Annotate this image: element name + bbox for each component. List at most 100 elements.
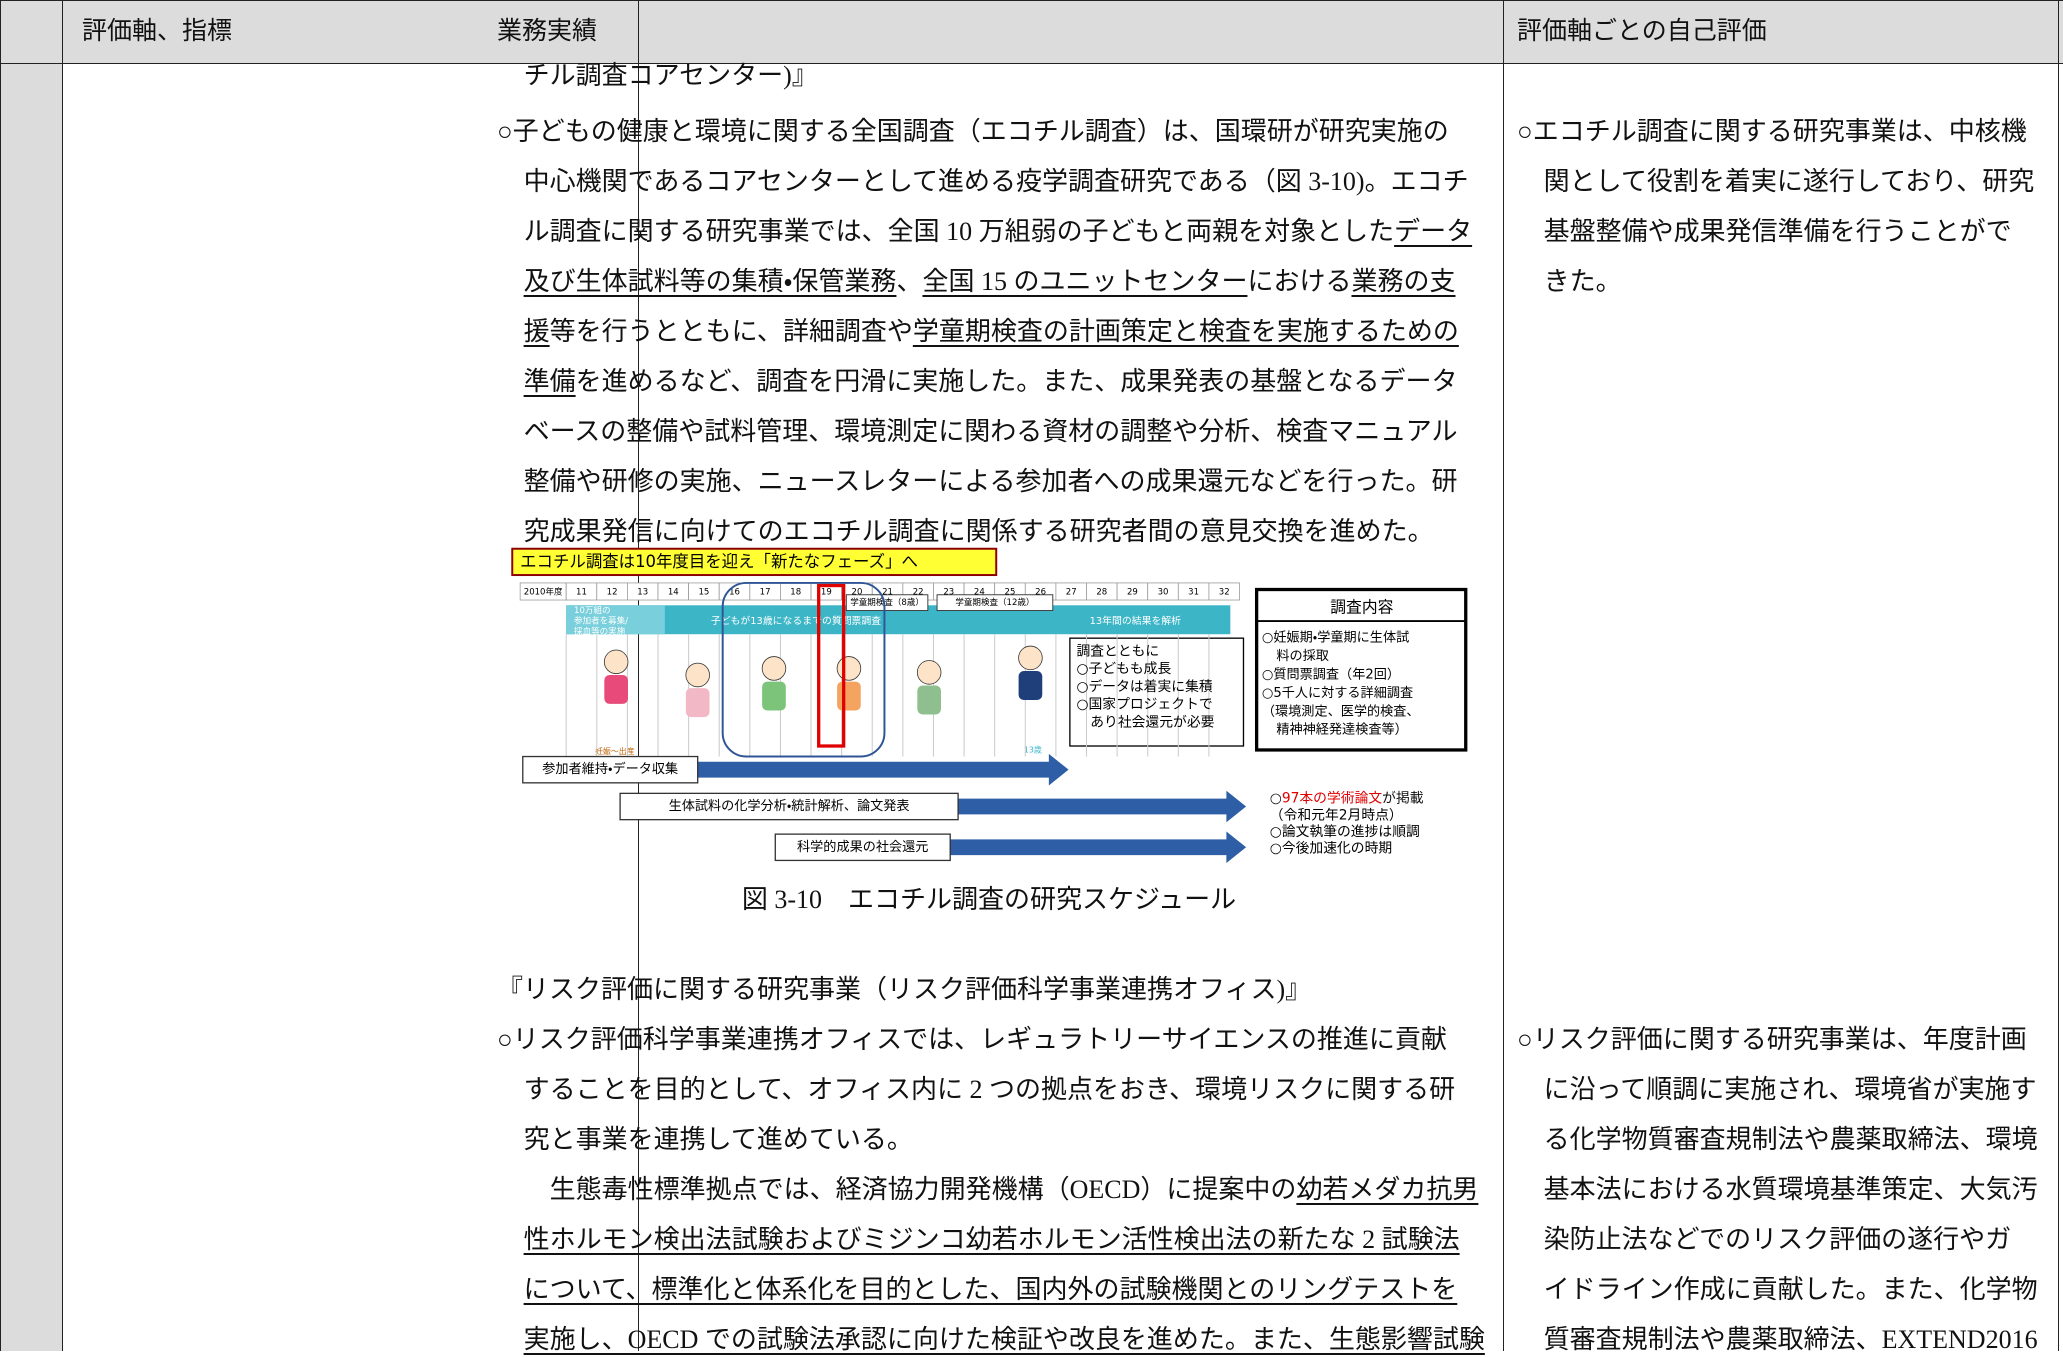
text-line: ル調査に関する研究事業では、全国 10 万組弱の子どもと両親を対象としたデータ bbox=[524, 215, 1473, 249]
text-line: 中心機関であるコアセンターとして進める疫学調査研究である（図 3-10)。エコチ bbox=[524, 165, 1469, 199]
text-line: 質審査規制法や農薬取締法、EXTEND2016 bbox=[1543, 1325, 2038, 1354]
underlined-run: 幼若メダカ抗男 bbox=[1296, 1175, 1479, 1204]
text-line: することを目的として、オフィス内に 2 つの拠点をおき、環境リスクに関する研 bbox=[524, 1073, 1456, 1107]
outcome: ○97本の学術論文が掲載 bbox=[1270, 790, 1424, 807]
survey-item: 精神神経発達検査等） bbox=[1276, 721, 1407, 738]
text-run: チル調査コアセンター)』 bbox=[523, 61, 818, 90]
border bbox=[1503, 0, 1504, 1351]
outcome: ○論文執筆の進捗は順調 bbox=[1270, 823, 1420, 840]
border bbox=[0, 0, 1, 1351]
year: 32 bbox=[1219, 588, 1230, 598]
checkup: 学童期検査（8歳） bbox=[850, 596, 924, 608]
outcome-part: ○ bbox=[1270, 791, 1282, 807]
year: 31 bbox=[1188, 588, 1199, 598]
year-cell bbox=[1208, 582, 1240, 601]
year: 18 bbox=[790, 588, 801, 598]
header-indicator: 評価軸、指標 bbox=[82, 18, 233, 45]
year: 22 bbox=[913, 588, 924, 598]
arrow-label: 科学的成果の社会還元 bbox=[797, 839, 928, 855]
year: 24 bbox=[974, 588, 985, 598]
text-line: る化学物質審査規制法や農薬取締法、環境 bbox=[1543, 1125, 2038, 1154]
year: 30 bbox=[1158, 588, 1169, 598]
year: 11 bbox=[576, 588, 587, 598]
underlined-run: 準備 bbox=[523, 367, 576, 396]
text-run: 生態毒性標準拠点では、経済協力開発機構（OECD）に提案中の bbox=[523, 1175, 1297, 1204]
text-line: 染防止法などでのリスク評価の遂行やガ bbox=[1543, 1225, 2012, 1254]
underlined-run: 実施し、OECD での試験法承認に向けた検証や改良を進めた。また、生態影響試験 bbox=[523, 1325, 1485, 1354]
border bbox=[638, 0, 639, 1351]
text-run: 『リスク評価に関する研究事業（リスク評価科学事業連携オフィス)』 bbox=[497, 975, 1312, 1004]
year: 28 bbox=[1096, 588, 1107, 598]
survey-item: 料の採取 bbox=[1276, 648, 1329, 664]
outcome: ○今後加速化の時期 bbox=[1270, 841, 1392, 857]
arrow-label-box bbox=[522, 755, 699, 784]
underlined-run: データ bbox=[1394, 217, 1473, 246]
text-line: ○リスク評価科学事業連携オフィスでは、レギュラトリーサイエンスの推進に貢献 bbox=[497, 1023, 1447, 1057]
text-line: ○リスク評価に関する研究事業は、年度計画 bbox=[1517, 1025, 2027, 1054]
year: 21 bbox=[882, 588, 893, 598]
questionnaire: 子どもが13歳になるまでの質問票調査 bbox=[711, 614, 881, 627]
year: 19 bbox=[821, 588, 832, 598]
note: 調査とともに bbox=[1076, 643, 1159, 659]
text-line: に沿って順調に実施され、環境省が実施す bbox=[1543, 1075, 2037, 1104]
child-head bbox=[603, 649, 629, 675]
arrow bbox=[697, 753, 1069, 786]
year: 13 bbox=[637, 588, 648, 598]
text-run: ○子どもの健康と環境に関する全国調査（エコチル調査）は、国環研が研究実施の bbox=[497, 117, 1449, 146]
text-line: について、標準化と体系化を目的とした、国内外の試験機関とのリングテストを bbox=[524, 1273, 1458, 1307]
text-line: チル調査コアセンター)』 bbox=[524, 59, 818, 93]
border bbox=[0, 0, 2063, 1]
gray-column bbox=[0, 63, 62, 1351]
child-head bbox=[685, 662, 710, 688]
schedule-figure: エコチル調査は10年度目を迎え「新たなフェーズ」へ 子どもが13歳になるまでの質… bbox=[511, 547, 1468, 864]
border bbox=[0, 63, 2063, 64]
recruit: 参加者を募集/ bbox=[574, 615, 628, 627]
child-head bbox=[761, 656, 787, 681]
focus-frame bbox=[721, 581, 886, 758]
outcome: （令和元年2月時点） bbox=[1270, 807, 1403, 823]
text-line: 援等を行うとともに、詳細調査や学童期検査の計画策定と検査を実施するための bbox=[524, 315, 1459, 349]
checkup-box bbox=[845, 594, 929, 612]
text-run: ベースの整備や試料管理、環境測定に関わる資材の調整や分析、検査マニュアル bbox=[523, 417, 1458, 446]
survey-item: ○質問票調査（年2回） bbox=[1262, 666, 1400, 682]
text-line: 及び生体試料等の集積・保管業務、全国 15 のユニットセンターにおける業務の支 bbox=[524, 265, 1456, 299]
underlined-run: 全国 15 のユニットセンター bbox=[922, 267, 1248, 296]
text-line: 関として役割を着実に遂行しており、研究 bbox=[1543, 167, 2035, 196]
current-year bbox=[817, 583, 846, 748]
header-results: 業務実績 bbox=[497, 18, 598, 45]
survey-item: ○妊娠期・学童期に生体試 bbox=[1262, 630, 1409, 646]
year: 17 bbox=[760, 588, 771, 598]
underlined-run: 及び生体試料等の集積・保管業務 bbox=[523, 267, 897, 296]
year: 23 bbox=[943, 588, 954, 598]
text-run: 究成果発信に向けてのエコチル調査に関係する研究者間の意見交換を進めた。 bbox=[523, 517, 1434, 546]
survey-item: （環境測定、医学的検査、 bbox=[1262, 703, 1420, 719]
child-body bbox=[1018, 671, 1043, 700]
text-line: 実施し、OECD での試験法承認に向けた検証や改良を進めた。また、生態影響試験 bbox=[524, 1323, 1485, 1357]
text-line: ○エコチル調査に関する研究事業は、中核機 bbox=[1517, 117, 2027, 146]
survey-box bbox=[1254, 587, 1468, 752]
arrow bbox=[950, 831, 1247, 864]
age13: 13歳 bbox=[1024, 744, 1042, 754]
year: 26 bbox=[1035, 588, 1046, 598]
recruit: 採血等の実施 bbox=[574, 625, 626, 637]
text-run: ル調査に関する研究事業では、全国 10 万組弱の子どもと両親を対象とした bbox=[523, 217, 1395, 246]
note: ○国家プロジェクトで bbox=[1076, 696, 1212, 713]
year: 16 bbox=[729, 588, 740, 598]
underlined-run: について、標準化と体系化を目的とした、国内外の試験機関とのリングテストを bbox=[523, 1275, 1458, 1304]
arrow-label: 参加者維持・データ収集 bbox=[542, 760, 678, 777]
text-run: 、 bbox=[896, 267, 923, 296]
year: 25 bbox=[1005, 588, 1016, 598]
note: あり社会還元が必要 bbox=[1076, 714, 1214, 730]
note: ○データは着実に集積 bbox=[1076, 678, 1212, 695]
border bbox=[2058, 0, 2059, 1351]
text-run: 究と事業を連携して進めている。 bbox=[523, 1125, 913, 1154]
text-line: イドライン作成に貢献した。また、化学物 bbox=[1543, 1275, 2038, 1304]
text-line: きた。 bbox=[1543, 267, 1622, 296]
child-body bbox=[604, 674, 628, 704]
child-head bbox=[836, 656, 862, 681]
note-box bbox=[1069, 637, 1245, 747]
banner-box bbox=[511, 547, 998, 577]
text-run: 等を行うとともに、詳細調査や bbox=[549, 317, 913, 346]
text-line: 『リスク評価に関する研究事業（リスク評価科学事業連携オフィス)』 bbox=[497, 973, 1311, 1007]
